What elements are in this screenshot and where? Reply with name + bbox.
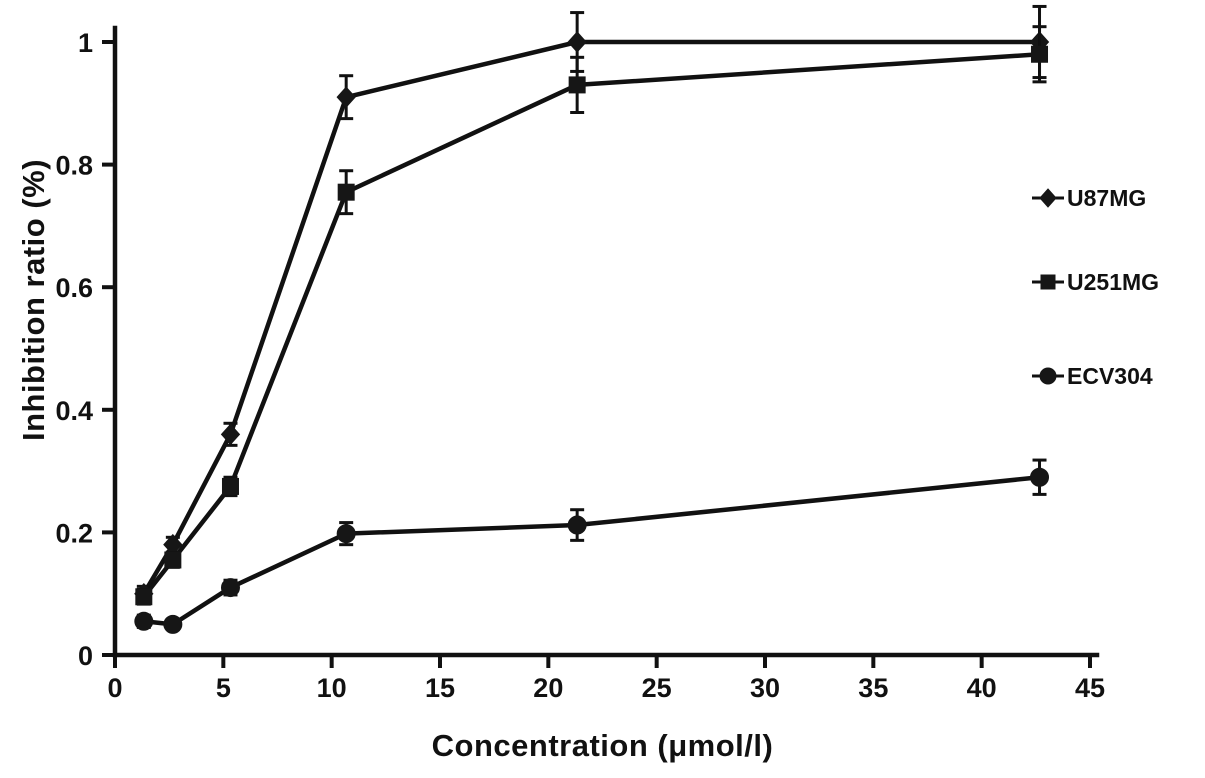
x-tick-label: 35: [858, 673, 888, 703]
x-axis-title: Concentration (μmol/l): [431, 728, 774, 763]
x-tick-label: 25: [642, 673, 672, 703]
legend-label: U87MG: [1067, 184, 1147, 211]
x-tick-label: 15: [425, 673, 455, 703]
x-tick-label: 10: [317, 673, 347, 703]
y-axis-title: Inhibition ratio (%): [16, 158, 51, 442]
diamond-marker-icon: [1032, 188, 1064, 208]
legend-item-u251mg: U251MG: [1030, 268, 1160, 295]
circle-marker-icon: [1032, 367, 1064, 385]
y-tick-label: 0.2: [55, 518, 93, 548]
legend-item-u87mg: U87MG: [1030, 184, 1159, 211]
y-tick-label: 0: [78, 641, 93, 671]
square-marker-icon: [1032, 274, 1064, 290]
x-tick-label: 5: [216, 673, 231, 703]
series-ecv304: [134, 458, 1050, 634]
legend-label: U251MG: [1067, 268, 1160, 295]
legend-label: ECV304: [1067, 362, 1153, 389]
x-tick-label: 40: [967, 673, 997, 703]
x-tick-label: 30: [750, 673, 780, 703]
x-tick-label: 45: [1075, 673, 1105, 703]
y-tick-label: 0.8: [55, 151, 93, 181]
series-u87mg: [134, 4, 1050, 605]
x-tick-label: 0: [107, 673, 122, 703]
legend-item-ecv304: ECV304: [1030, 362, 1159, 389]
y-tick-label: 0.4: [55, 396, 93, 426]
legend: U87MG U251MG ECV304: [1030, 184, 1160, 389]
axes: [112, 25, 1100, 658]
y-tick-label: 1: [78, 28, 93, 58]
y-tick-label: 0.6: [55, 273, 93, 303]
series-u251mg: [135, 25, 1049, 606]
x-tick-label: 20: [533, 673, 563, 703]
y-ticks: 0 0.2 0.4 0.6 0.8 1: [55, 28, 115, 671]
x-ticks: 0 5 10 15 20 25 30 35 40 45: [107, 655, 1105, 703]
